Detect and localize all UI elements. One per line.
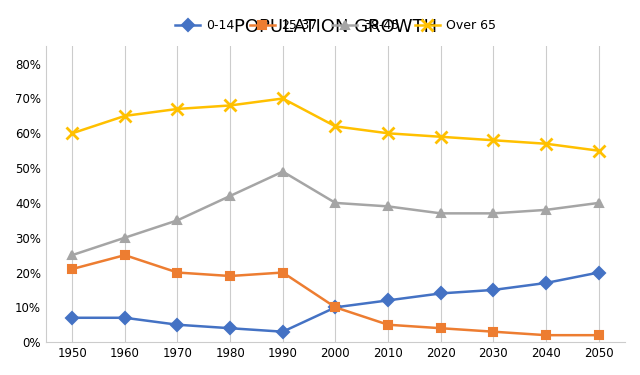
0-14 — [595, 270, 602, 275]
Over 65 — [437, 135, 445, 139]
25-37 — [490, 330, 497, 334]
25-37 — [437, 326, 445, 330]
Legend: 0-14, 25-37, 38-45, Over 65: 0-14, 25-37, 38-45, Over 65 — [170, 14, 501, 37]
25-37 — [332, 305, 339, 310]
38-45 — [332, 201, 339, 205]
0-14 — [227, 326, 234, 330]
25-37 — [384, 322, 392, 327]
25-37 — [279, 270, 287, 275]
38-45 — [227, 194, 234, 198]
Over 65 — [68, 131, 76, 135]
38-45 — [384, 204, 392, 209]
Over 65 — [227, 103, 234, 108]
38-45 — [121, 236, 129, 240]
Over 65 — [490, 138, 497, 142]
Title: POPULATION GROWTH: POPULATION GROWTH — [234, 18, 437, 36]
0-14 — [542, 281, 550, 285]
0-14 — [384, 298, 392, 303]
25-37 — [173, 270, 181, 275]
0-14 — [121, 315, 129, 320]
Line: 0-14: 0-14 — [68, 268, 603, 336]
25-37 — [68, 267, 76, 271]
38-45 — [490, 211, 497, 216]
0-14 — [437, 291, 445, 296]
Over 65 — [279, 96, 287, 101]
0-14 — [68, 315, 76, 320]
38-45 — [437, 211, 445, 216]
Line: Over 65: Over 65 — [67, 93, 604, 156]
0-14 — [490, 288, 497, 292]
Over 65 — [332, 124, 339, 129]
Line: 38-45: 38-45 — [68, 167, 603, 259]
38-45 — [595, 201, 602, 205]
0-14 — [173, 322, 181, 327]
Over 65 — [121, 114, 129, 118]
Over 65 — [542, 141, 550, 146]
0-14 — [279, 330, 287, 334]
25-37 — [542, 333, 550, 338]
25-37 — [121, 253, 129, 257]
38-45 — [68, 253, 76, 257]
Over 65 — [595, 148, 602, 153]
Line: 25-37: 25-37 — [68, 251, 603, 339]
38-45 — [542, 208, 550, 212]
0-14 — [332, 305, 339, 310]
38-45 — [279, 170, 287, 174]
25-37 — [227, 274, 234, 278]
Over 65 — [384, 131, 392, 135]
Over 65 — [173, 107, 181, 111]
38-45 — [173, 218, 181, 223]
25-37 — [595, 333, 602, 338]
